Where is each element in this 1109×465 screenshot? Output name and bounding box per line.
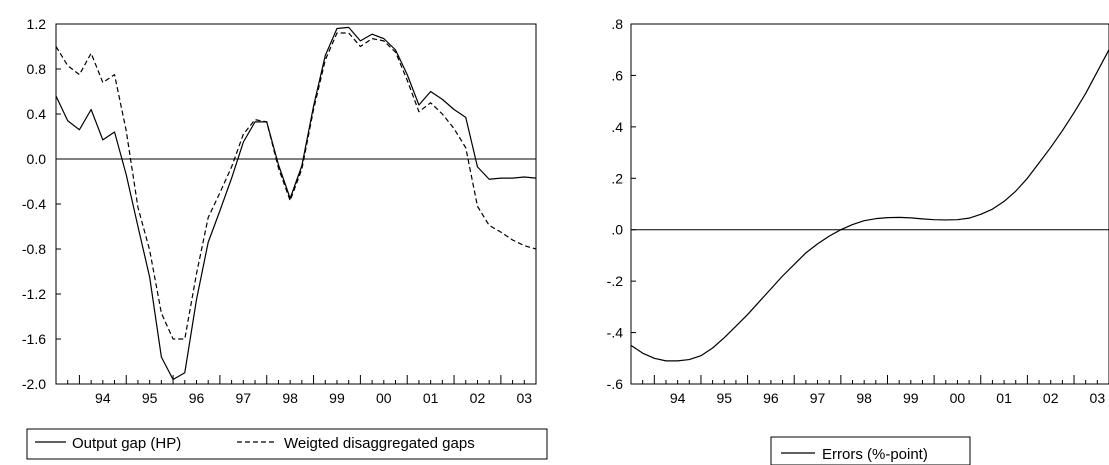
chart1-y-tick-label: .2 [611,170,623,186]
chart1-y-tick-label: -.2 [607,273,624,289]
right-chart: .8 .6 .4 .2 .0 -.2 -.4 -.6 94 95 96 97 98 99 00 01 02 03… [607,16,1109,465]
chart0-x-tick-label: 02 [470,390,486,406]
chart0-y-tick-label: 1.2 [27,16,47,32]
chart0-y-tick-label: -0.8 [22,241,46,257]
chart0-x-tick-label: 00 [376,390,392,406]
chart1-x-tick-label: 98 [856,390,872,406]
chart1-x-tick-label: 95 [716,390,732,406]
chart0-y-tick-label: 0.4 [27,106,47,122]
chart1-series-solid-line [630,49,1109,362]
chart0-x-tick-label: 98 [282,390,298,406]
chart0-x-tick-label: 96 [189,390,205,406]
left-legend: Output gap (HP) Weigted disaggregated ga… [26,428,548,460]
chart1-x-tick-label: 01 [996,390,1012,406]
chart1-x-tick-label: 00 [950,390,966,406]
left-chart: 1.2 0.8 0.4 0.0 -0.4 -0.8 -1.2 -1.6 -2.0 94 95 96 9… [22,16,548,460]
chart1-y-tick-label: -.4 [607,325,624,341]
right-plot-frame [630,23,1109,385]
chart0-y-tick-label: -2.0 [22,376,46,392]
chart0-x-tick-label: 94 [95,390,111,406]
chart0-series-solid-line [55,26,537,381]
legend-label-weigted-gaps: Weigted disaggregated gaps [284,435,475,452]
chart0-x-tick-label: 99 [329,390,345,406]
chart1-y-tick-label: -.6 [607,376,624,392]
chart1-x-tick-label: 02 [1043,390,1059,406]
chart1-x-tick-label: 94 [670,390,686,406]
chart0-y-tick-label: -1.2 [22,286,46,302]
chart1-y-tick-label: .8 [611,16,623,32]
chart1-y-tick-label: .6 [611,67,623,83]
chart1-x-tick-label: 96 [763,390,779,406]
chart1-y-tick-label: .4 [611,119,623,135]
chart0-x-tick-label: 95 [142,390,158,406]
chart0-y-tick-label: -1.6 [22,331,46,347]
chart1-x-tick-label: 97 [810,390,826,406]
legend-label-output-gap: Output gap (HP) [72,435,181,452]
right-legend: Errors (%-point) [770,436,971,465]
chart0-x-tick-label: 97 [236,390,252,406]
chart1-y-tick-label: .0 [611,222,623,238]
left-legend-box [26,428,548,460]
chart0-y-tick-label: -0.4 [22,196,46,212]
chart0-x-tick-label: 03 [517,390,533,406]
chart0-y-tick-label: 0.0 [27,151,47,167]
left-plot-frame [55,23,537,385]
chart1-x-tick-label: 03 [1090,390,1106,406]
chart0-y-tick-label: 0.8 [27,61,47,77]
chart0-series-dashed-line [55,32,537,340]
chart0-x-tick-label: 01 [423,390,439,406]
legend-label-errors: Errors (%-point) [822,446,928,463]
chart1-x-tick-label: 99 [903,390,919,406]
right-legend-box [770,436,971,465]
